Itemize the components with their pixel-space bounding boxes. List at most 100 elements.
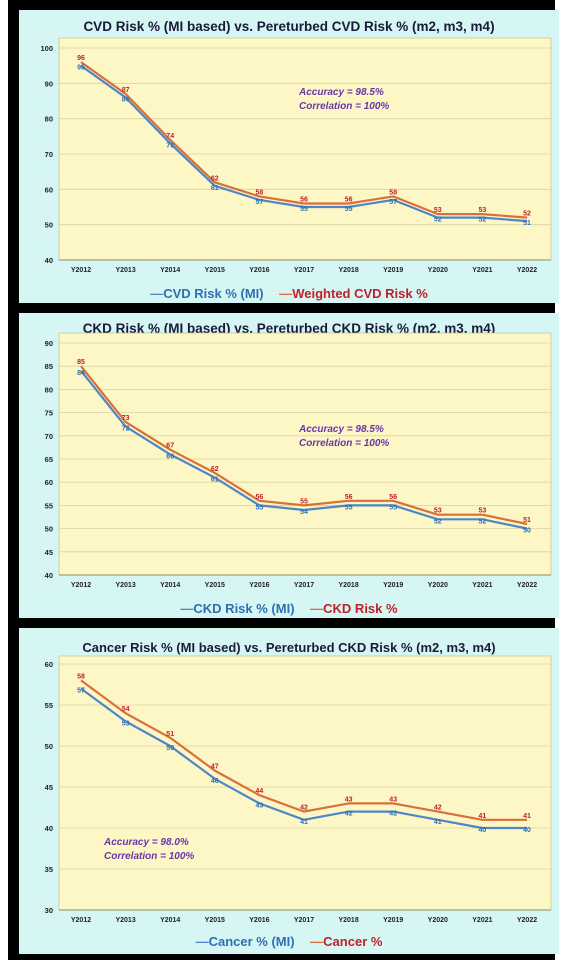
y-tick-label: 55 xyxy=(45,701,53,710)
x-tick-label: Y2020 xyxy=(428,582,448,589)
y-tick-label: 90 xyxy=(45,339,53,348)
data-label-weighted: 41 xyxy=(523,813,531,820)
x-tick-label: Y2016 xyxy=(249,582,269,589)
data-label-mi: 61 xyxy=(211,185,219,192)
data-label-weighted: 73 xyxy=(122,415,130,422)
legend-line-cancer: — xyxy=(310,934,324,949)
x-tick-label: Y2019 xyxy=(383,917,403,924)
x-tick-label: Y2022 xyxy=(517,267,537,274)
plot-area xyxy=(58,332,552,576)
data-label-mi: 40 xyxy=(479,827,487,834)
x-tick-label: Y2016 xyxy=(249,267,269,274)
data-label-mi: 95 xyxy=(77,65,85,72)
x-tick-label: Y2012 xyxy=(71,582,91,589)
data-label-mi: 57 xyxy=(77,688,85,695)
cvd-chart-panel: CVD Risk % (MI based) vs. Pereturbed CVD… xyxy=(19,10,559,303)
data-label-weighted: 51 xyxy=(166,731,174,738)
legend-label-mi: Cancer % (MI) xyxy=(208,934,295,949)
legend-line-mi: — xyxy=(150,286,164,301)
data-label-mi: 51 xyxy=(523,220,531,227)
data-label-mi: 42 xyxy=(345,811,353,818)
correlation-note: Correlation = 100% xyxy=(299,101,390,112)
x-tick-label: Y2017 xyxy=(294,267,314,274)
data-label-weighted: 51 xyxy=(523,517,531,524)
data-label-mi: 55 xyxy=(345,504,353,511)
series-line-weighted xyxy=(80,61,528,219)
data-label-weighted: 96 xyxy=(77,55,85,62)
data-label-mi: 73 xyxy=(166,142,174,149)
legend-item-ckd: —CKD Risk % xyxy=(310,601,397,616)
data-label-weighted: 42 xyxy=(434,805,442,812)
data-label-weighted: 53 xyxy=(479,508,487,515)
y-tick-label: 70 xyxy=(45,432,53,441)
data-label-mi: 41 xyxy=(300,819,308,826)
chart-legend: —Cancer % (MI) —Cancer % xyxy=(19,934,559,949)
data-label-mi: 86 xyxy=(122,96,130,103)
y-tick-label: 60 xyxy=(45,478,53,487)
ckd-line-chart: 40 45 50 55 60 65 70 75 80 85 90 Y2012 Y2013 Y2014 Y20… xyxy=(45,332,552,589)
series-line-weighted xyxy=(80,679,527,821)
y-tick-label: 85 xyxy=(45,362,53,371)
data-label-weighted: 41 xyxy=(479,813,487,820)
data-label-weighted: 62 xyxy=(211,175,219,182)
legend-label-ckd: CKD Risk % xyxy=(323,601,398,616)
data-label-weighted: 58 xyxy=(389,189,397,196)
data-label-mi: 61 xyxy=(211,477,219,484)
y-tick-label: 45 xyxy=(45,548,53,557)
data-label-mi: 72 xyxy=(122,426,130,433)
data-label-weighted: 85 xyxy=(77,359,85,366)
x-tick-label: Y2014 xyxy=(160,917,180,924)
legend-line-mi: — xyxy=(180,601,194,616)
x-tick-label: Y2022 xyxy=(517,582,537,589)
series-line-mi xyxy=(80,687,527,830)
y-tick-label: 50 xyxy=(45,221,53,230)
x-tick-label: Y2020 xyxy=(428,267,448,274)
data-label-mi: 55 xyxy=(389,504,397,511)
x-tick-label: Y2022 xyxy=(517,917,537,924)
chart-title: Cancer Risk % (MI based) vs. Pereturbed … xyxy=(82,640,496,655)
x-tick-label: Y2021 xyxy=(472,582,492,589)
series-line-weighted xyxy=(80,365,528,526)
y-tick-label: 60 xyxy=(45,185,53,194)
accuracy-note: Accuracy = 98.5% xyxy=(299,424,384,435)
plot-area xyxy=(58,655,552,911)
chart-annotation: Accuracy = 98.5% Correlation = 100% xyxy=(299,86,389,114)
x-tick-label: Y2012 xyxy=(71,267,91,274)
x-tick-label: Y2020 xyxy=(428,917,448,924)
data-label-mi: 52 xyxy=(434,518,442,525)
legend-item-mi: —CVD Risk % (MI) xyxy=(150,286,267,301)
data-label-weighted: 44 xyxy=(256,788,264,795)
x-tick-label: Y2021 xyxy=(472,267,492,274)
x-tick-label: Y2019 xyxy=(383,267,403,274)
data-label-weighted: 87 xyxy=(122,87,130,94)
x-tick-label: Y2013 xyxy=(115,917,135,924)
data-label-mi: 50 xyxy=(166,745,174,752)
plot-area xyxy=(58,37,552,261)
data-label-mi: 55 xyxy=(300,206,308,213)
x-tick-label: Y2018 xyxy=(338,267,358,274)
x-tick-label: Y2012 xyxy=(71,917,91,924)
x-tick-label: Y2014 xyxy=(160,267,180,274)
data-label-weighted: 53 xyxy=(434,508,442,515)
y-tick-label: 40 xyxy=(45,824,53,833)
y-tick-label: 75 xyxy=(45,409,53,418)
data-label-mi: 55 xyxy=(256,504,264,511)
data-label-weighted: 43 xyxy=(345,796,353,803)
legend-item-mi: —CKD Risk % (MI) xyxy=(180,601,298,616)
accuracy-note: Accuracy = 98.5% xyxy=(299,87,384,98)
data-label-weighted: 58 xyxy=(256,189,264,196)
data-label-mi: 52 xyxy=(479,217,487,224)
x-tick-label: Y2018 xyxy=(338,582,358,589)
x-tick-label: Y2014 xyxy=(160,582,180,589)
legend-label-weighted: Weighted CVD Risk % xyxy=(292,286,428,301)
data-label-mi: 52 xyxy=(479,518,487,525)
legend-label-cancer: Cancer % xyxy=(323,934,383,949)
accuracy-note: Accuracy = 98.0% xyxy=(104,837,189,848)
data-label-mi: 43 xyxy=(256,802,264,809)
data-label-mi: 50 xyxy=(523,528,531,535)
figure-frame: CVD Risk % (MI based) vs. Pereturbed CVD… xyxy=(8,0,559,960)
data-label-weighted: 62 xyxy=(211,466,219,473)
chart-annotation: Accuracy = 98.5% Correlation = 100% xyxy=(299,423,389,451)
chart-title: CKD Risk % (MI based) vs. Pereturbed CKD… xyxy=(82,321,496,336)
x-tick-label: Y2015 xyxy=(205,267,225,274)
